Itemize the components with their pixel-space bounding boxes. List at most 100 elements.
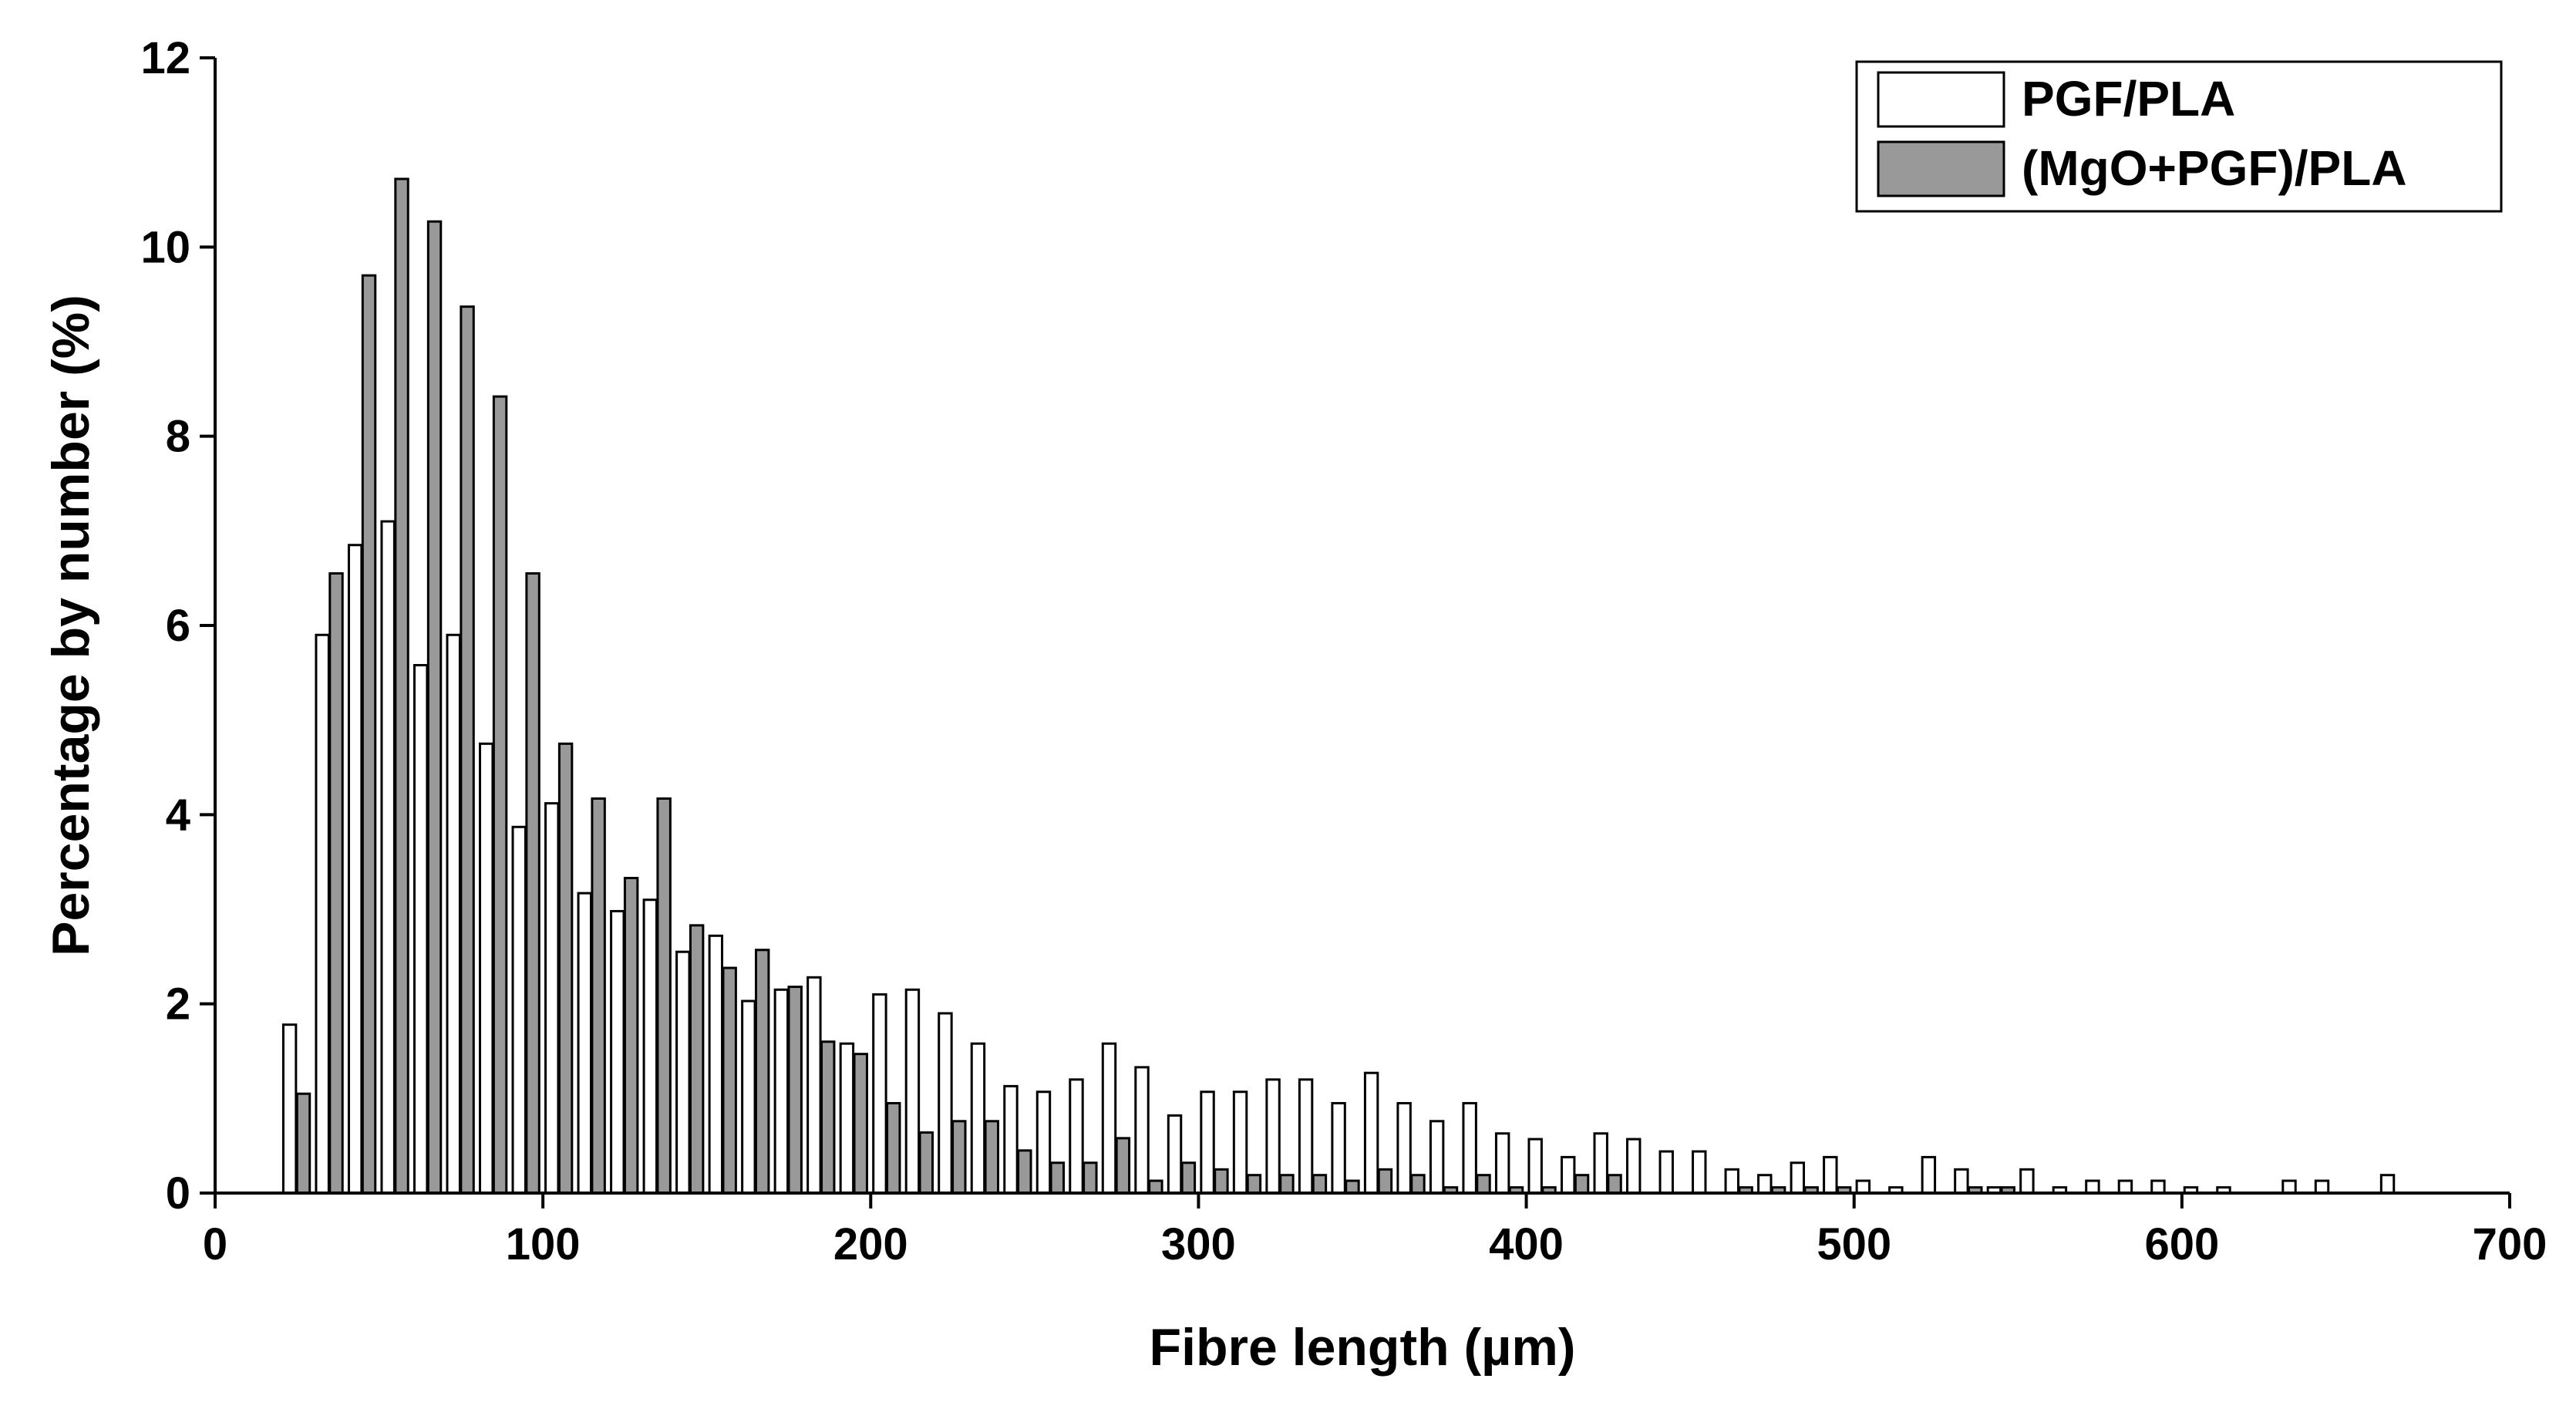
legend-label: (MgO+PGF)/PLA <box>2022 140 2407 196</box>
y-tick-label: 2 <box>166 979 190 1030</box>
x-axis-title: Fibre length (µm) <box>1150 1318 1576 1377</box>
bar <box>1560 1155 1576 1195</box>
bar <box>1410 1174 1426 1195</box>
bar <box>2117 1179 2133 1195</box>
bar <box>1200 1090 1215 1195</box>
bar <box>1003 1084 1019 1195</box>
bar <box>525 572 540 1195</box>
bar <box>1494 1132 1510 1195</box>
bar <box>1823 1155 1838 1195</box>
bar <box>970 1042 986 1195</box>
bar <box>361 274 377 1195</box>
bar <box>315 633 330 1195</box>
bar <box>1101 1042 1117 1195</box>
bar <box>1462 1101 1477 1195</box>
bar <box>2019 1168 2035 1195</box>
bar <box>281 1023 298 1195</box>
bar <box>904 988 921 1195</box>
bar <box>479 742 494 1195</box>
bar <box>1593 1132 1608 1195</box>
legend-swatch <box>1877 140 2005 197</box>
bar <box>1626 1138 1642 1195</box>
bar <box>656 797 672 1195</box>
bar <box>722 966 737 1195</box>
legend-swatch <box>1877 71 2005 128</box>
bar <box>1069 1078 1084 1195</box>
x-tick-label: 400 <box>1489 1219 1564 1269</box>
bar <box>1607 1174 1622 1195</box>
bar <box>295 1092 311 1195</box>
bar <box>2281 1179 2297 1195</box>
bar <box>623 877 639 1195</box>
bar <box>412 664 429 1195</box>
bar <box>1331 1101 1346 1195</box>
bar <box>820 1040 836 1195</box>
bar <box>1035 1090 1052 1195</box>
bar <box>1855 1179 1871 1195</box>
bar <box>839 1042 855 1195</box>
bar <box>1790 1161 1806 1195</box>
bar <box>1083 1161 1098 1195</box>
x-tick-label: 700 <box>2473 1219 2547 1269</box>
bar <box>577 892 592 1195</box>
bar <box>1377 1168 1393 1195</box>
bar <box>642 898 658 1195</box>
bar <box>544 802 560 1195</box>
bar <box>872 993 887 1195</box>
bar <box>1658 1150 1674 1195</box>
bar <box>1279 1174 1295 1195</box>
bar <box>984 1120 1000 1195</box>
bar <box>591 797 606 1195</box>
bar <box>2150 1179 2166 1195</box>
bar <box>1115 1137 1131 1195</box>
bar <box>754 949 770 1195</box>
bar <box>1134 1066 1150 1195</box>
bar <box>1312 1174 1328 1195</box>
bar <box>1232 1090 1248 1195</box>
x-tick-label: 500 <box>1817 1219 1891 1269</box>
y-tick-label: 0 <box>166 1168 190 1219</box>
bar <box>886 1101 901 1195</box>
bar <box>1574 1174 1590 1195</box>
y-tick-label: 6 <box>166 601 190 651</box>
bar <box>1017 1149 1032 1195</box>
bar <box>1180 1161 1197 1195</box>
bar <box>675 950 691 1195</box>
bar <box>492 395 508 1195</box>
bar <box>1345 1179 1360 1195</box>
bar <box>1148 1179 1163 1195</box>
y-tick-label: 12 <box>140 33 190 83</box>
bar <box>2085 1179 2100 1195</box>
bar <box>2314 1179 2330 1195</box>
bar <box>938 1012 953 1195</box>
y-tick-label: 10 <box>140 222 190 272</box>
bar <box>951 1120 967 1195</box>
x-tick-label: 100 <box>506 1219 581 1269</box>
x-tick-label: 0 <box>203 1219 227 1269</box>
bar <box>741 999 756 1195</box>
y-tick-label: 4 <box>166 790 190 840</box>
bar <box>2379 1174 2396 1195</box>
bar <box>918 1131 934 1195</box>
bar <box>1724 1168 1739 1195</box>
bar <box>1396 1101 1412 1195</box>
bar <box>446 633 461 1195</box>
bar <box>1246 1174 1262 1195</box>
bar <box>426 220 443 1195</box>
bar <box>806 976 822 1195</box>
legend-label: PGF/PLA <box>2022 71 2235 126</box>
bar <box>1298 1078 1314 1195</box>
bar <box>1363 1071 1379 1195</box>
bar <box>787 986 803 1195</box>
bar <box>1921 1155 1937 1195</box>
bar <box>380 520 396 1195</box>
y-axis-title: Percentage by number (%) <box>42 295 100 956</box>
bar <box>394 177 409 1195</box>
bar <box>511 825 527 1195</box>
y-tick-label: 8 <box>166 412 190 462</box>
bar <box>1049 1161 1066 1195</box>
bar <box>773 988 790 1195</box>
bar <box>328 572 344 1195</box>
bar <box>1214 1168 1229 1195</box>
